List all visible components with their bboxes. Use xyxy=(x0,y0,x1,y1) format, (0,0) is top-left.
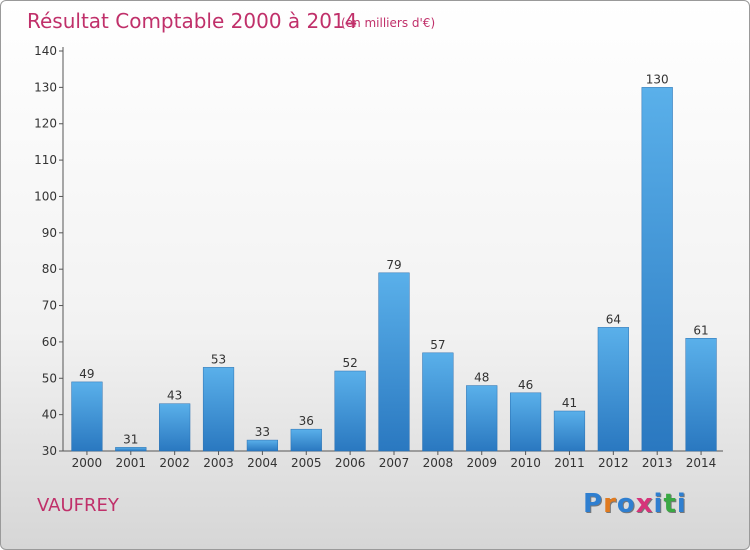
data-label-2002: 43 xyxy=(167,389,182,403)
y-tick-label: 110 xyxy=(34,153,57,167)
x-tick-label: 2000 xyxy=(72,456,103,470)
data-label-2005: 36 xyxy=(299,414,314,428)
bar-2001 xyxy=(115,447,147,452)
data-label-2006: 52 xyxy=(342,356,357,370)
logo-letter: i xyxy=(653,489,664,519)
data-label-2000: 49 xyxy=(79,367,94,381)
bar-2007 xyxy=(378,272,410,452)
data-labels: 49 31 43 53 33 36 52 79 57 48 46 41 64 130 61 xyxy=(79,72,708,446)
logo-letter: x xyxy=(635,489,654,519)
data-label-2007: 79 xyxy=(386,258,401,272)
data-label-2001: 31 xyxy=(123,432,138,446)
bar-2010 xyxy=(509,392,542,452)
data-label-2004: 33 xyxy=(255,425,270,439)
bar-2008 xyxy=(422,352,454,452)
x-tick-label: 2006 xyxy=(335,456,366,470)
x-tick-label: 2010 xyxy=(510,456,541,470)
logo-letter: t xyxy=(663,489,677,519)
y-tick-label: 50 xyxy=(42,371,57,385)
y-tick-label: 100 xyxy=(34,189,57,203)
x-tick-label: 2004 xyxy=(247,456,278,470)
y-tick-label: 120 xyxy=(34,117,57,131)
y-tick-label: 140 xyxy=(34,44,57,58)
bar-2000 xyxy=(71,381,103,452)
data-label-2003: 53 xyxy=(211,352,226,366)
proxiti-logo: Proxiti xyxy=(583,489,687,519)
data-label-2012: 64 xyxy=(606,312,621,326)
x-tick-label: 2008 xyxy=(423,456,454,470)
bar-2009 xyxy=(466,385,498,452)
axes: 30 40 50 60 70 80 90 100 110 120 130 140 2000 2001 200… xyxy=(34,44,723,470)
chart-title: Résultat Comptable 2000 à 2014 xyxy=(27,9,357,33)
bar-2012 xyxy=(597,327,629,452)
y-tick-label: 40 xyxy=(42,408,57,422)
bar-2003 xyxy=(202,367,235,452)
y-tick-label: 70 xyxy=(42,299,57,313)
logo-letter: i xyxy=(676,489,687,519)
y-tick-label: 60 xyxy=(42,335,57,349)
data-label-2013: 130 xyxy=(646,72,669,86)
bar-2013 xyxy=(641,87,673,452)
place-name: VAUFREY xyxy=(37,495,119,516)
x-tick-label: 2013 xyxy=(642,456,673,470)
x-tick-label: 2003 xyxy=(203,456,234,470)
x-tick-label: 2007 xyxy=(379,456,410,470)
data-label-2010: 46 xyxy=(518,378,533,392)
logo-letter: r xyxy=(603,489,617,519)
y-tick-label: 130 xyxy=(34,80,57,94)
y-tick-label: 30 xyxy=(42,444,57,458)
bar-2014 xyxy=(685,338,717,452)
x-tick-label: 2014 xyxy=(686,456,717,470)
data-label-2009: 48 xyxy=(474,371,489,385)
bar-2004 xyxy=(246,439,279,452)
logo-letter: P xyxy=(583,489,604,519)
x-tick-label: 2002 xyxy=(159,456,190,470)
x-tick-label: 2012 xyxy=(598,456,629,470)
bar-2011 xyxy=(553,410,586,452)
bar-2005 xyxy=(290,428,322,452)
x-tick-label: 2011 xyxy=(554,456,585,470)
bar-2006 xyxy=(334,370,366,452)
data-label-2011: 41 xyxy=(562,396,577,410)
bars xyxy=(71,87,717,452)
x-tick-label: 2001 xyxy=(116,456,147,470)
chart-subtitle: (en milliers d'€) xyxy=(341,16,435,30)
data-label-2008: 57 xyxy=(430,338,445,352)
x-tick-label: 2005 xyxy=(291,456,322,470)
bar-2002 xyxy=(159,403,191,452)
y-tick-label: 80 xyxy=(42,262,57,276)
logo-letter: o xyxy=(616,489,636,519)
data-label-2014: 61 xyxy=(693,323,708,337)
x-tick-label: 2009 xyxy=(466,456,497,470)
y-tick-label: 90 xyxy=(42,226,57,240)
